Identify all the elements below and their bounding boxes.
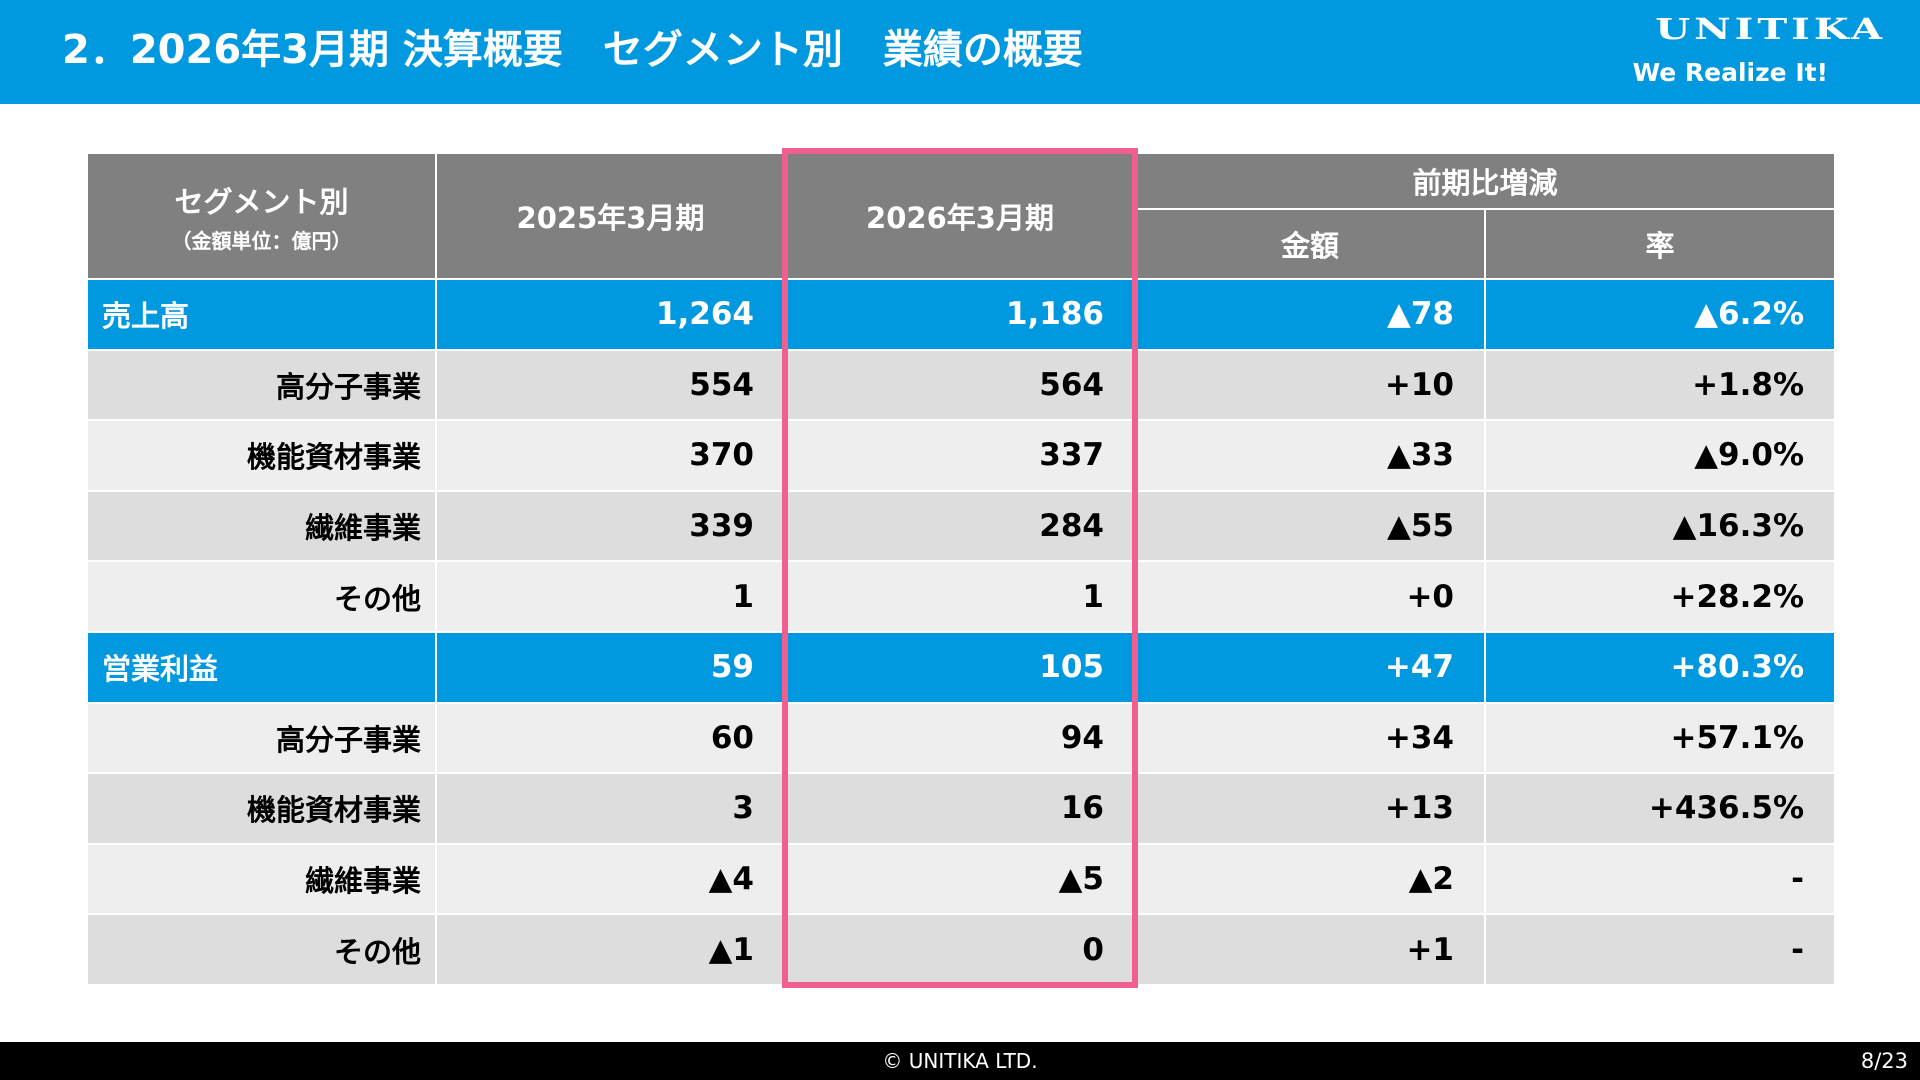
- table-row: 繊維事業 339 284 ▲55 ▲16.3%: [86, 489, 1837, 563]
- cell-change-rate: +80.3%: [1483, 630, 1837, 704]
- table-row: 高分子事業 554 564 +10 +1.8%: [86, 348, 1837, 422]
- cell-change-rate: +1.8%: [1483, 348, 1837, 422]
- cell-change-amount: ▲55: [1134, 489, 1486, 563]
- row-label: 繊維事業: [86, 489, 437, 563]
- row-label: その他: [86, 560, 437, 633]
- table-row: 繊維事業 ▲4 ▲5 ▲2 -: [86, 842, 1837, 916]
- cell-change-amount: +47: [1134, 630, 1486, 704]
- cell-change-rate: +436.5%: [1483, 772, 1837, 845]
- cell-curr: 1,186: [784, 278, 1136, 351]
- cell-prev: 3: [435, 772, 786, 845]
- table-row: その他 ▲1 0 +1 -: [86, 913, 1837, 986]
- cell-prev: 370: [435, 419, 786, 492]
- cell-prev: 339: [435, 489, 786, 563]
- copyright-text: © UNITIKA LTD.: [882, 1049, 1038, 1073]
- header-change-amount: 金額: [1134, 208, 1486, 280]
- cell-change-rate: -: [1483, 913, 1837, 986]
- table-row: 高分子事業 60 94 +34 +57.1%: [86, 701, 1837, 775]
- slide-footer: © UNITIKA LTD. 8/23: [0, 1042, 1920, 1080]
- row-label: 機能資材事業: [86, 772, 437, 845]
- cell-prev: 1: [435, 560, 786, 633]
- cell-change-amount: +34: [1134, 701, 1486, 775]
- cell-prev: 59: [435, 630, 786, 704]
- logo-wordmark: UNITIKA: [1655, 12, 1886, 47]
- table-row-sales-total: 売上高 1,264 1,186 ▲78 ▲6.2%: [86, 278, 1837, 351]
- cell-prev: ▲1: [435, 913, 786, 986]
- header-curr-year: 2026年3月期: [784, 152, 1136, 280]
- segment-results-table: セグメント別 （金額単位：億円） 2025年3月期 2026年3月期 前期比増減…: [86, 152, 1837, 986]
- cell-prev: ▲4: [435, 842, 786, 916]
- cell-change-rate: +28.2%: [1483, 560, 1837, 633]
- cell-change-amount: +13: [1134, 772, 1486, 845]
- cell-curr: 564: [784, 348, 1136, 422]
- cell-prev: 60: [435, 701, 786, 775]
- cell-change-rate: -: [1483, 842, 1837, 916]
- unitika-logo: UNITIKA We Realize It!: [1546, 14, 1886, 90]
- cell-curr: 0: [784, 913, 1136, 986]
- header-segment: セグメント別 （金額単位：億円）: [86, 152, 437, 280]
- cell-curr: 284: [784, 489, 1136, 563]
- table-row-operating-profit-total: 営業利益 59 105 +47 +80.3%: [86, 630, 1837, 704]
- cell-change-amount: +10: [1134, 348, 1486, 422]
- row-label: 高分子事業: [86, 701, 437, 775]
- header-change-rate: 率: [1483, 208, 1837, 280]
- cell-change-amount: ▲2: [1134, 842, 1486, 916]
- cell-curr: ▲5: [784, 842, 1136, 916]
- row-label: 繊維事業: [86, 842, 437, 916]
- cell-change-rate: ▲6.2%: [1483, 278, 1837, 351]
- table-row: その他 1 1 +0 +28.2%: [86, 560, 1837, 633]
- table-row: 機能資材事業 3 16 +13 +436.5%: [86, 772, 1837, 845]
- cell-prev: 1,264: [435, 278, 786, 351]
- page-number: 8/23: [1860, 1049, 1908, 1073]
- row-label: その他: [86, 913, 437, 986]
- slide-header: 2．2026年3月期 決算概要 セグメント別 業績の概要 UNITIKA We …: [0, 0, 1920, 104]
- cell-curr: 16: [784, 772, 1136, 845]
- cell-change-amount: ▲78: [1134, 278, 1486, 351]
- cell-change-amount: +1: [1134, 913, 1486, 986]
- row-label: 営業利益: [86, 630, 437, 704]
- row-label: 高分子事業: [86, 348, 437, 422]
- cell-change-rate: ▲16.3%: [1483, 489, 1837, 563]
- cell-change-rate: ▲9.0%: [1483, 419, 1837, 492]
- table-row: 機能資材事業 370 337 ▲33 ▲9.0%: [86, 419, 1837, 492]
- cell-curr: 94: [784, 701, 1136, 775]
- header-unit-label: （金額単位：億円）: [171, 228, 352, 253]
- cell-prev: 554: [435, 348, 786, 422]
- cell-curr: 105: [784, 630, 1136, 704]
- cell-curr: 1: [784, 560, 1136, 633]
- cell-change-amount: +0: [1134, 560, 1486, 633]
- cell-change-rate: +57.1%: [1483, 701, 1837, 775]
- slide-title: 2．2026年3月期 決算概要 セグメント別 業績の概要: [62, 27, 1083, 73]
- header-prev-year: 2025年3月期: [435, 152, 786, 280]
- row-label: 機能資材事業: [86, 419, 437, 492]
- header-segment-label: セグメント別: [174, 184, 349, 219]
- cell-curr: 337: [784, 419, 1136, 492]
- logo-tagline: We Realize It!: [1632, 58, 1828, 87]
- cell-change-amount: ▲33: [1134, 419, 1486, 492]
- row-label: 売上高: [86, 278, 437, 351]
- header-change-group: 前期比増減: [1133, 152, 1837, 210]
